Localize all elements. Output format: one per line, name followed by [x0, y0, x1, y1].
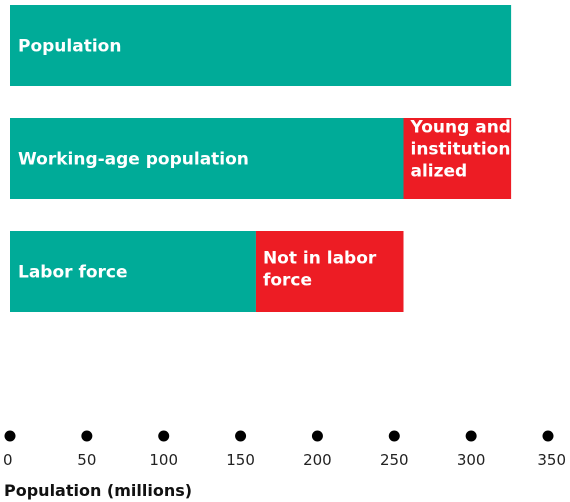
x-tick-dot [158, 430, 170, 442]
bar-label: Not in labor force [263, 249, 377, 291]
x-tick-label: 150 [226, 451, 255, 469]
x-tick-dot [4, 430, 16, 442]
bar-segment [10, 5, 512, 86]
x-tick-dot [388, 430, 400, 442]
bar-label: Population [18, 37, 121, 57]
x-tick-label: 0 [3, 451, 13, 469]
bar-segment [403, 118, 512, 199]
bar-label: Labor force [18, 263, 128, 283]
x-tick-label: 350 [537, 451, 566, 469]
x-tick-label: 300 [457, 451, 486, 469]
x-tick-label: 250 [380, 451, 409, 469]
x-tick-dot [542, 430, 554, 442]
x-axis: 0 50 100 150 200 250 300 350 [3, 430, 566, 469]
x-tick-dot [81, 430, 93, 442]
x-tick-label: 100 [149, 451, 178, 469]
bar-segment [10, 231, 256, 312]
x-tick-label: 50 [77, 451, 96, 469]
x-tick-dot [311, 430, 323, 442]
x-axis-title: Population (millions) [4, 481, 192, 500]
x-tick-label: 200 [303, 451, 332, 469]
bars-group: Population Working-age population Young an… [10, 5, 518, 312]
bar-segment [10, 118, 404, 199]
x-tick-dot [235, 430, 247, 442]
bar-label: Young and institution-alized [410, 118, 518, 182]
bar-label: Working-age population [18, 150, 249, 170]
bar-segment [255, 231, 404, 312]
x-tick-dot [465, 430, 477, 442]
